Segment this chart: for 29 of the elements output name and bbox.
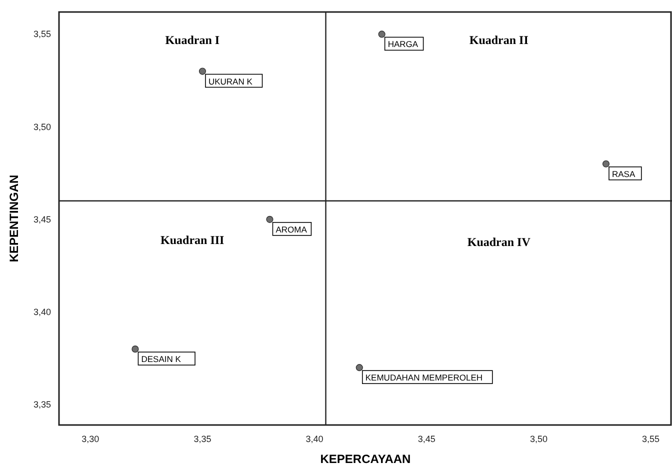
point <box>356 364 363 372</box>
point <box>266 216 274 223</box>
x-tick-label: 3,45 <box>418 434 436 444</box>
annotation: AROMA <box>276 224 308 234</box>
annotation: KEMUDAHAN MEMPEROLEH <box>365 372 483 383</box>
y-tick-label: 3,50 <box>33 122 51 132</box>
annotation: Kuadran III <box>160 232 225 247</box>
x-tick-label: 3,40 <box>306 434 324 444</box>
annotation: RASA <box>612 168 636 179</box>
point <box>602 160 610 168</box>
x-tick-label: 3,30 <box>82 434 100 444</box>
y-axis-title: KEPENTINGAN <box>7 174 21 262</box>
point <box>198 68 206 75</box>
x-axis-title: KEPERCAYAAN <box>320 452 411 466</box>
y-tick-label: 3,45 <box>33 214 51 224</box>
y-tick-label: 3,55 <box>33 29 51 40</box>
x-tick-label: 3,35 <box>194 434 212 444</box>
point <box>132 346 139 353</box>
x-tick-label: 3,50 <box>530 434 548 444</box>
annotation: Kuadran IV <box>467 234 531 249</box>
annotation: Kuadran II <box>469 33 529 47</box>
x-tick-label: 3,55 <box>642 434 660 444</box>
point <box>378 30 386 38</box>
annotation: UKURAN K <box>208 76 253 86</box>
y-tick-label: 3,35 <box>33 400 51 410</box>
y-tick-label: 3,40 <box>33 307 51 318</box>
annotation: DESAIN K <box>141 354 182 364</box>
annotation: Kuadran I <box>165 33 220 47</box>
annotation: HARGA <box>388 39 418 50</box>
